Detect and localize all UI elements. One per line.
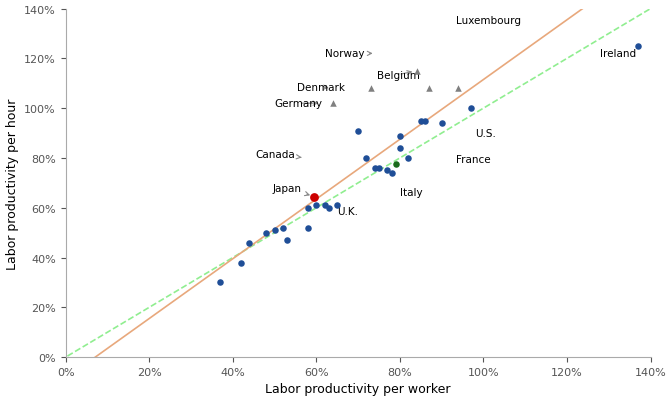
Point [415,118,426,125]
Point [386,170,397,177]
Point [436,121,447,127]
Text: U.K.: U.K. [337,207,358,217]
Point [419,118,430,125]
Text: Norway: Norway [325,49,372,59]
Point [632,44,643,50]
Point [361,155,372,162]
Point [424,86,435,92]
Text: Luxembourg: Luxembourg [456,16,521,26]
Point [390,162,401,168]
Point [394,146,405,152]
Point [269,227,280,234]
Text: Canada: Canada [256,150,301,160]
Y-axis label: Labor productivity per hour: Labor productivity per hour [5,98,19,269]
Text: U.S.: U.S. [475,129,496,139]
Point [453,86,464,92]
Point [403,155,413,162]
Point [282,237,292,244]
X-axis label: Labor productivity per worker: Labor productivity per worker [265,383,451,395]
Point [328,101,339,107]
Point [394,133,405,140]
Point [332,203,343,209]
Point [466,106,476,112]
Point [278,225,288,231]
Point [302,225,313,231]
Point [215,279,226,286]
Point [311,203,322,209]
Point [319,203,330,209]
Point [374,165,384,172]
Point [411,69,422,75]
Point [244,240,255,246]
Text: Japan: Japan [272,183,309,196]
Point [366,86,376,92]
Text: Denmark: Denmark [298,83,345,93]
Text: France: France [456,155,491,165]
Point [323,205,334,211]
Point [302,205,313,211]
Point [370,165,380,172]
Point [309,194,320,200]
Text: Italy: Italy [400,187,423,197]
Text: Ireland: Ireland [600,49,636,59]
Point [382,168,392,174]
Point [353,128,364,134]
Text: Germany: Germany [274,99,323,109]
Text: Belgium: Belgium [377,70,420,80]
Point [236,260,247,266]
Point [261,230,271,236]
